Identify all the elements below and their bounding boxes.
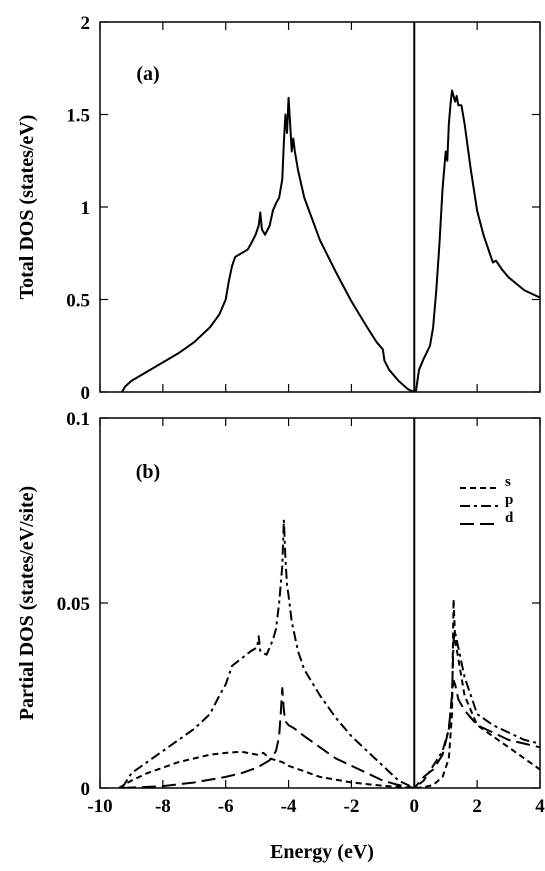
series-p-line xyxy=(121,518,540,788)
y-tick-label: 1.5 xyxy=(66,106,90,127)
x-axis-label: Energy (eV) xyxy=(270,841,374,863)
y-tick-label: 0 xyxy=(81,779,91,800)
series-line-0 xyxy=(121,96,415,392)
panel-label: (a) xyxy=(136,63,159,85)
y-tick-label: 0.1 xyxy=(66,409,90,430)
plot-frame xyxy=(99,417,541,789)
y-axis-label: Partial DOS (states/eV/site) xyxy=(16,486,38,720)
y-tick-label: 0.05 xyxy=(57,594,90,615)
y-tick-label: 0 xyxy=(81,383,91,404)
legend-label-p: p xyxy=(505,492,513,508)
y-tick-label: 2 xyxy=(81,13,91,34)
x-tick-label: 4 xyxy=(535,796,545,817)
x-tick-label: -10 xyxy=(87,796,112,817)
y-tick-label: 0.5 xyxy=(66,291,90,312)
plot-frame xyxy=(99,21,541,393)
panel-a-total-dos: 0 0.5 1 1.5 2 (a) Total DOS (states/eV) xyxy=(16,13,541,404)
legend-label-s: s xyxy=(505,474,511,490)
y-tick-label: 1 xyxy=(81,198,91,219)
x-tick-label: 0 xyxy=(410,796,420,817)
x-tick-label: -6 xyxy=(218,796,234,817)
legend: spd xyxy=(460,474,514,526)
panel-label: (b) xyxy=(136,461,160,483)
x-tick-label: -8 xyxy=(155,796,171,817)
x-tick-label: 2 xyxy=(472,796,482,817)
legend-label-d: d xyxy=(505,510,514,526)
series-s-line xyxy=(118,598,540,788)
panel-b-partial-dos: -10 -8 -6 -4 -2 0 2 4 0 0.05 0.1 (b) Partial DOS (st… xyxy=(16,409,545,817)
x-tick-label: -2 xyxy=(344,796,360,817)
series-d-line xyxy=(121,679,540,788)
x-tick-label: -4 xyxy=(281,796,297,817)
series-line-1 xyxy=(414,89,540,392)
y-axis-label: Total DOS (states/eV) xyxy=(16,115,38,300)
